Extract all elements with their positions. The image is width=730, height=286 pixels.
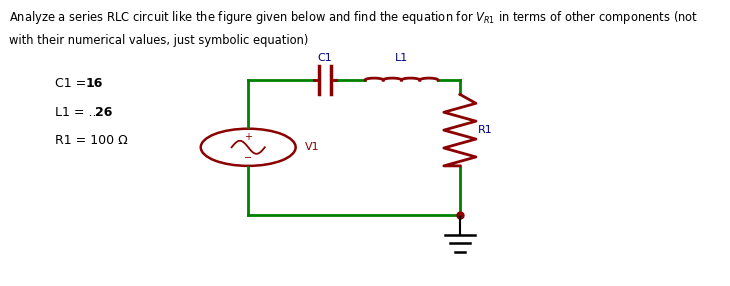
Text: −: − bbox=[244, 154, 253, 163]
Text: L1 = ..: L1 = .. bbox=[55, 106, 100, 119]
Text: C1 =: C1 = bbox=[55, 77, 90, 90]
Text: +: + bbox=[245, 132, 252, 142]
Text: R1: R1 bbox=[478, 125, 493, 135]
Text: R1 = 100 Ω: R1 = 100 Ω bbox=[55, 134, 128, 147]
Text: L1: L1 bbox=[395, 53, 408, 63]
Text: Analyze a series RLC circuit like the figure given below and find the equation f: Analyze a series RLC circuit like the fi… bbox=[9, 9, 698, 25]
Text: 26: 26 bbox=[95, 106, 112, 119]
Text: with their numerical values, just symbolic equation): with their numerical values, just symbol… bbox=[9, 34, 308, 47]
Text: 16: 16 bbox=[85, 77, 103, 90]
Text: C1: C1 bbox=[318, 53, 332, 63]
Text: V1: V1 bbox=[304, 142, 319, 152]
